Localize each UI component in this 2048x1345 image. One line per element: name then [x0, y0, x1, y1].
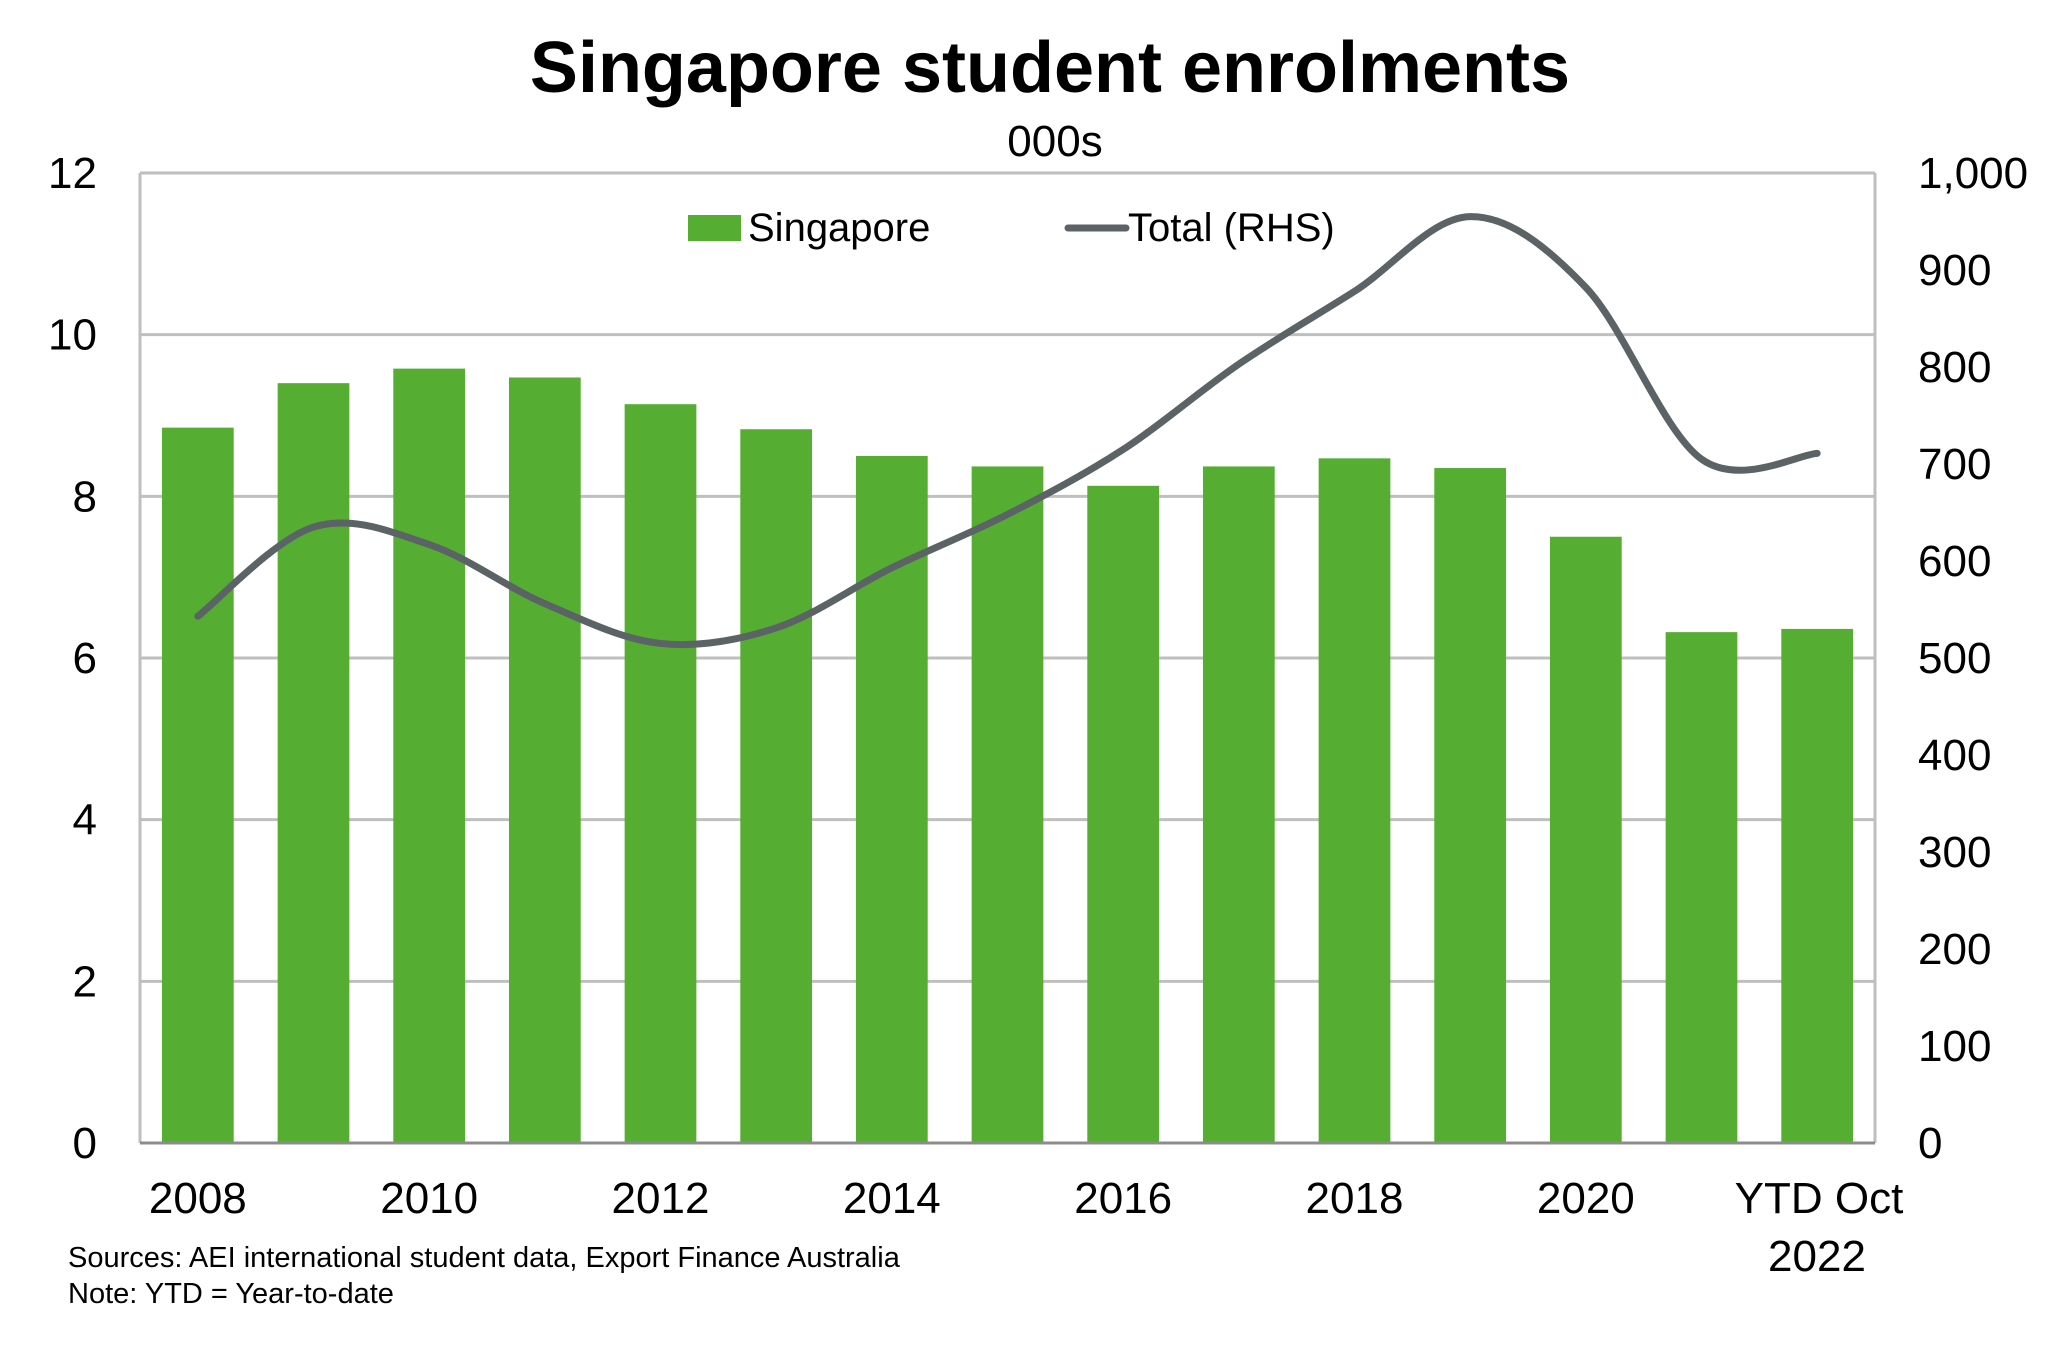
legend-label-singapore: Singapore: [748, 206, 930, 250]
y-left-tick-label: 6: [73, 634, 97, 683]
y-right-tick-label: 0: [1918, 1119, 1942, 1168]
bar-2013: [740, 429, 813, 1143]
x-tick-label: 2016: [1074, 1174, 1172, 1223]
y-right-tick-label: 700: [1918, 440, 1991, 489]
y-right-tick-label: 600: [1918, 537, 1991, 586]
axes: 0 2 4 6 8 10 12 0 100 200 300 400 500 600 700 800 900 1,0…: [48, 149, 2028, 1281]
bar-2012: [624, 404, 697, 1143]
x-tick-label: 2020: [1537, 1174, 1635, 1223]
x-tick-label: 2014: [843, 1174, 941, 1223]
legend-label-total: Total (RHS): [1128, 206, 1335, 250]
total-rhs-line: [194, 213, 1821, 649]
bar-2008: [161, 427, 234, 1143]
bar-2020: [1549, 536, 1622, 1143]
x-tick-label: 2008: [149, 1174, 247, 1223]
bar-2018: [1318, 458, 1391, 1143]
y-left-tick-label: 2: [73, 957, 97, 1006]
bar-2016: [1087, 485, 1160, 1143]
ytd-note: Note: YTD = Year-to-date: [68, 1278, 394, 1310]
x-tick-label-ytd-year: 2022: [1768, 1232, 1866, 1281]
bar-2019: [1434, 468, 1507, 1144]
y-right-tick-label: 800: [1918, 343, 1991, 392]
bar-2009: [277, 383, 350, 1144]
legend: Singapore Total (RHS): [688, 206, 1335, 250]
y-left-tick-label: 4: [73, 796, 97, 845]
y-right-tick-label: 900: [1918, 246, 1991, 295]
y-left-tick-label: 12: [48, 149, 97, 198]
sources-note: Sources: AEI international student data,…: [68, 1242, 901, 1274]
chart-subtitle: 000s: [1007, 117, 1102, 166]
bar-series: [161, 368, 1854, 1144]
line-series: [194, 213, 1821, 649]
chart-title: Singapore student enrolments: [530, 28, 1570, 108]
y-right-tick-label: 300: [1918, 828, 1991, 877]
y-right-tick-label: 100: [1918, 1022, 1991, 1071]
bar-2011: [508, 377, 581, 1144]
x-tick-label: 2012: [612, 1174, 710, 1223]
legend-swatch-singapore: [688, 215, 741, 241]
bar-ytd-oct-2022: [1781, 628, 1854, 1143]
x-tick-label-ytd: YTD Oct: [1735, 1174, 1904, 1223]
x-tick-label: 2018: [1306, 1174, 1404, 1223]
bar-2021: [1665, 632, 1738, 1143]
y-left-tick-label: 10: [48, 311, 97, 360]
y-right-tick-label: 400: [1918, 731, 1991, 780]
bar-2017: [1202, 466, 1275, 1143]
y-left-tick-label: 0: [73, 1119, 97, 1168]
x-tick-label: 2010: [380, 1174, 478, 1223]
y-right-tick-label: 1,000: [1918, 149, 2028, 198]
y-left-tick-label: 8: [73, 472, 97, 521]
bar-2010: [393, 368, 466, 1143]
y-right-tick-label: 500: [1918, 634, 1991, 683]
y-right-tick-label: 200: [1918, 925, 1991, 974]
bar-2015: [971, 466, 1044, 1143]
